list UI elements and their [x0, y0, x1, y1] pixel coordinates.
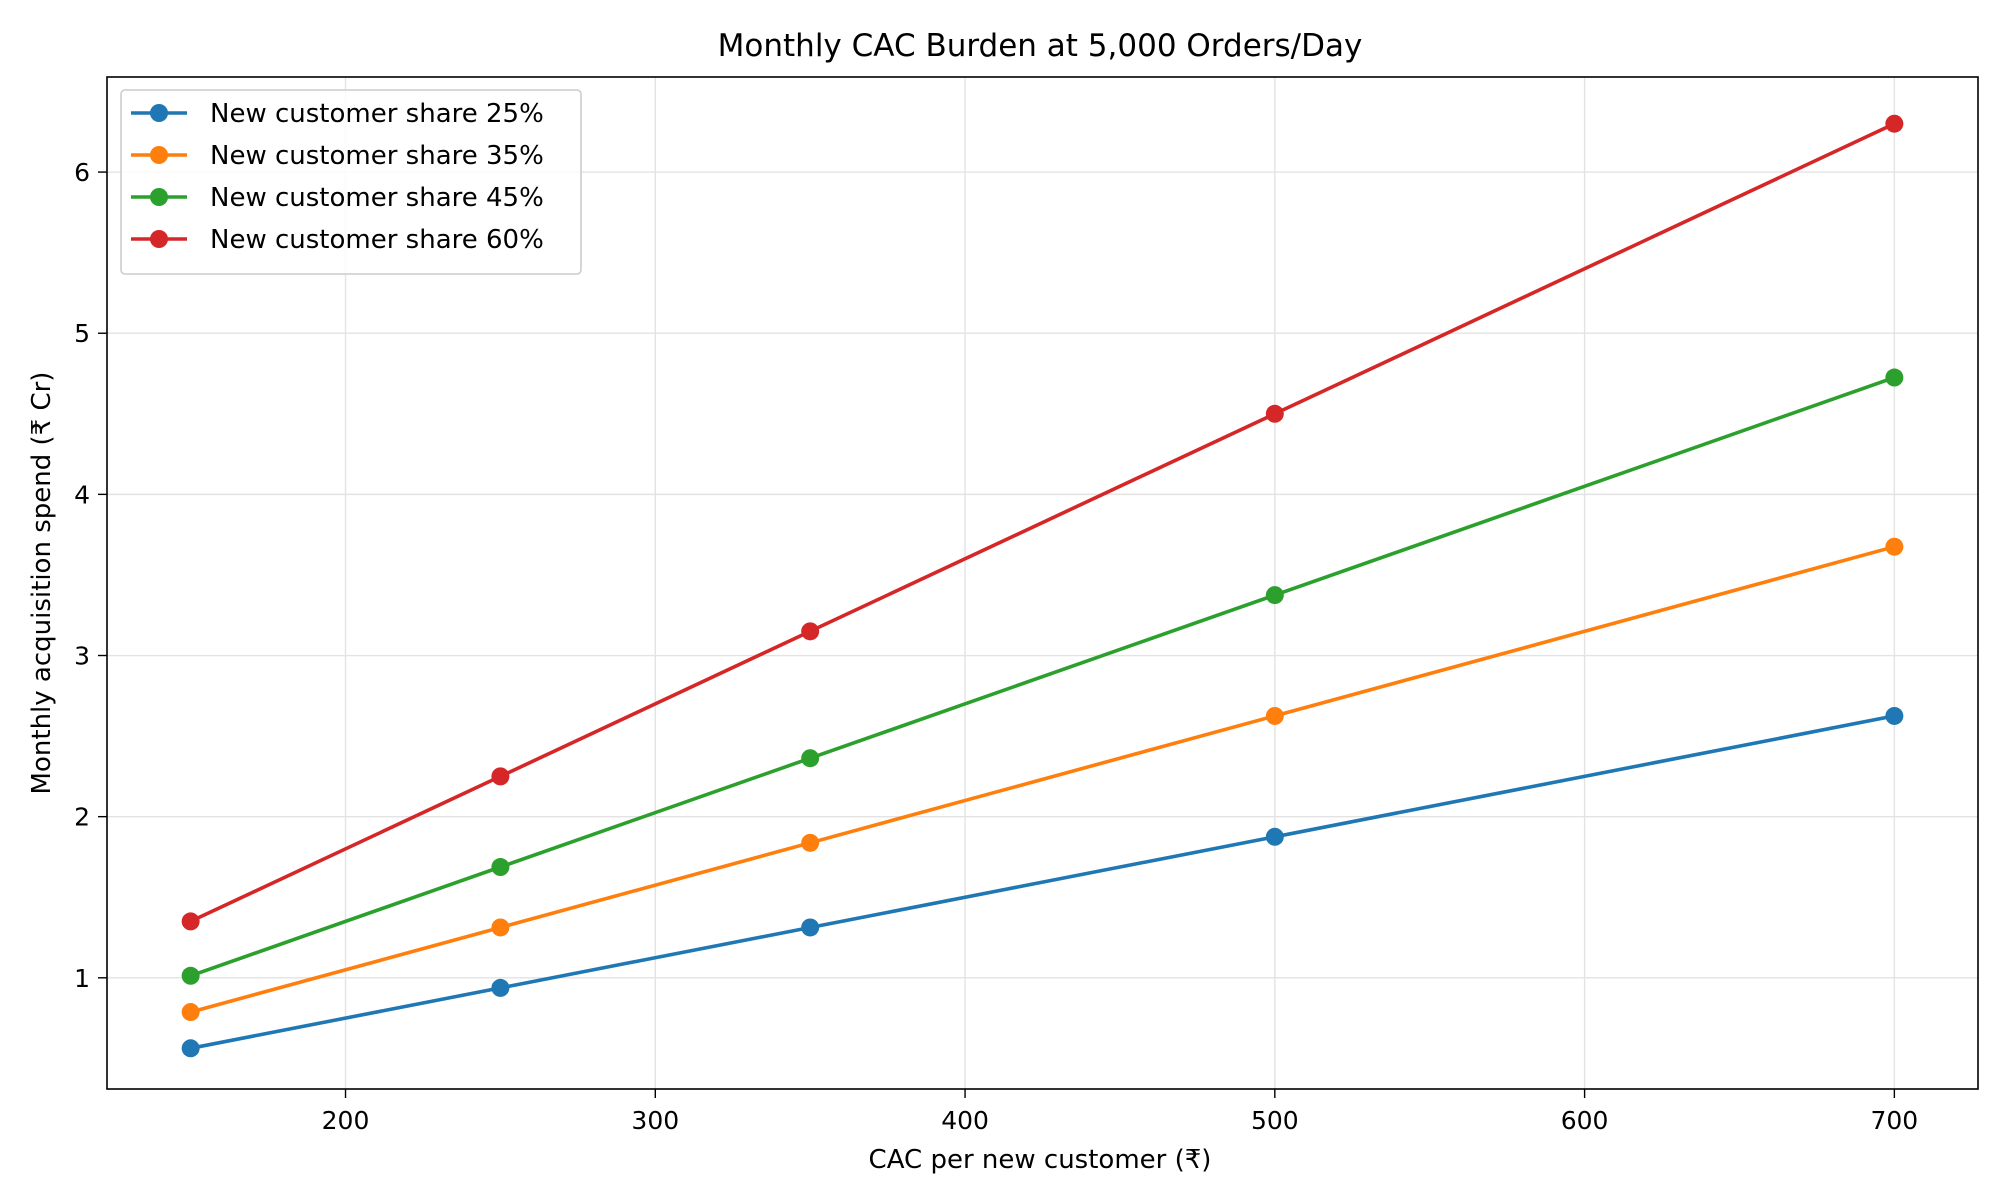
- data-point: [1885, 368, 1904, 387]
- y-tick-label: 3: [74, 642, 90, 671]
- data-point: [491, 767, 510, 786]
- legend-marker: [150, 146, 168, 164]
- legend-marker: [150, 104, 168, 122]
- data-point: [801, 749, 820, 768]
- data-point: [181, 1003, 200, 1022]
- x-axis-label: CAC per new customer (₹): [869, 1145, 1212, 1175]
- data-point: [491, 858, 510, 877]
- data-point: [801, 918, 820, 937]
- legend-marker: [150, 188, 168, 206]
- series-line-1: [190, 714, 1895, 1051]
- data-point: [801, 622, 820, 641]
- y-tick-label: 5: [74, 319, 90, 348]
- x-tick-label: 300: [631, 1106, 679, 1135]
- data-point: [491, 918, 510, 937]
- data-point: [1885, 537, 1904, 556]
- legend-entry-label: New customer share 35%: [210, 141, 544, 171]
- data-point: [1265, 586, 1284, 605]
- data-point: [181, 966, 200, 985]
- y-tick-label: 4: [74, 480, 90, 509]
- data-point: [1885, 114, 1904, 133]
- x-tick-label: 500: [1251, 1106, 1299, 1135]
- data-point: [181, 912, 200, 931]
- data-point: [1265, 706, 1284, 725]
- data-point: [1265, 404, 1284, 423]
- legend: New customer share 25% New customer share…: [120, 89, 582, 275]
- y-tick-label: 2: [74, 803, 90, 832]
- x-axis-ticks: 200 300 400 500 600 700: [322, 1089, 1919, 1135]
- series-line-3: [190, 375, 1895, 978]
- y-tick-label: 6: [74, 158, 90, 187]
- legend-entry-label: New customer share 25%: [210, 99, 544, 129]
- y-axis-label: Monthly acquisition spend (₹ Cr): [27, 372, 57, 795]
- y-tick-label: 1: [74, 964, 90, 993]
- legend-entry-label: New customer share 60%: [210, 225, 544, 255]
- y-axis-ticks: 1 2 3 4 5 6: [74, 158, 107, 993]
- series-line-2: [190, 544, 1895, 1014]
- data-point: [1265, 827, 1284, 846]
- legend-box: [120, 89, 582, 275]
- data-point: [491, 978, 510, 997]
- x-tick-label: 200: [322, 1106, 370, 1135]
- x-tick-label: 700: [1871, 1106, 1919, 1135]
- data-point: [1885, 706, 1904, 725]
- chart-title: Monthly CAC Burden at 5,000 Orders/Day: [718, 28, 1363, 64]
- x-tick-label: 600: [1561, 1106, 1609, 1135]
- plot-series: [181, 114, 1904, 1058]
- plot-frame: [106, 76, 1979, 1090]
- legend-marker: [150, 230, 168, 248]
- data-point: [181, 1039, 200, 1058]
- data-point: [801, 833, 820, 852]
- x-tick-label: 400: [941, 1106, 989, 1135]
- legend-entry-label: New customer share 45%: [210, 183, 544, 213]
